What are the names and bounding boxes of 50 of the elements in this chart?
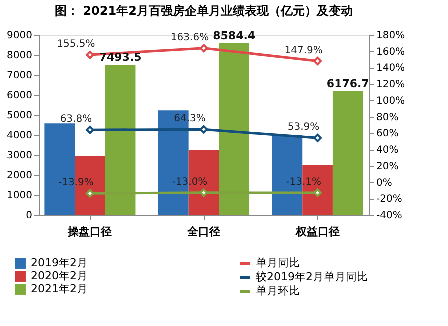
y-tick-label: 5000 bbox=[7, 110, 32, 122]
legend-label: 2019年2月 bbox=[31, 256, 88, 270]
y2-tick-label: 140% bbox=[376, 63, 406, 74]
point bbox=[200, 44, 208, 53]
chart-title: 图： 2021年2月百强房企单月业绩表现（亿元）及变动 bbox=[55, 4, 353, 18]
x-tick-label: 全口径 bbox=[186, 226, 220, 238]
point bbox=[314, 134, 322, 142]
y-tick-label: 7000 bbox=[7, 70, 32, 82]
data-label: 6176.7 bbox=[326, 77, 370, 90]
point bbox=[200, 188, 208, 198]
y2-tick-label: 100% bbox=[376, 96, 406, 107]
point bbox=[86, 189, 94, 198]
y2-tick-label: 20% bbox=[376, 161, 399, 172]
legend-label: 较2019年2月单月同比 bbox=[256, 270, 368, 284]
y-tick-label: 4000 bbox=[7, 130, 32, 142]
y2-tick-label: 120% bbox=[376, 80, 406, 91]
data-label: 147.9% bbox=[284, 45, 323, 56]
y-tick-label: 1000 bbox=[7, 190, 32, 202]
y-tick-label: 6000 bbox=[7, 90, 32, 102]
y-tick-label: 0 bbox=[26, 210, 32, 222]
y2-tick-label: 40% bbox=[376, 145, 399, 156]
y-tick-label: 8000 bbox=[7, 50, 32, 62]
point bbox=[86, 50, 94, 60]
y2-tick-label: -20% bbox=[376, 194, 402, 206]
y2-tick-label: 0% bbox=[376, 178, 392, 189]
point bbox=[314, 57, 322, 66]
y2-tick-label: 160% bbox=[376, 46, 406, 58]
legend-label: 2020年2月 bbox=[31, 270, 88, 282]
legend-label: 2021年2月 bbox=[31, 282, 88, 296]
point bbox=[86, 126, 94, 134]
legend-label: 单月环比 bbox=[256, 284, 300, 298]
y2-tick-label: 80% bbox=[376, 112, 399, 124]
point bbox=[200, 126, 208, 134]
data-label: 8584.4 bbox=[213, 29, 256, 42]
point bbox=[314, 188, 322, 198]
bar bbox=[332, 91, 364, 215]
data-label: 163.6% bbox=[170, 32, 210, 44]
y2-tick-label: -40% bbox=[376, 210, 402, 222]
data-label: 63.8% bbox=[60, 114, 92, 126]
y-tick-label: 9000 bbox=[7, 30, 32, 42]
y2-tick-label: 180% bbox=[376, 30, 406, 42]
x-tick-label: 操盘口径 bbox=[67, 226, 112, 238]
x-tick-label: 权益口径 bbox=[294, 226, 340, 238]
data-label: 53.9% bbox=[288, 122, 320, 134]
y-tick-label: 3000 bbox=[7, 150, 32, 162]
y2-tick-label: 60% bbox=[376, 128, 399, 140]
data-label: 155.5% bbox=[57, 39, 96, 50]
legend-label: 单月同比 bbox=[256, 256, 300, 270]
y-tick-label: 2000 bbox=[7, 170, 32, 182]
data-label: 7493.5 bbox=[99, 51, 142, 64]
